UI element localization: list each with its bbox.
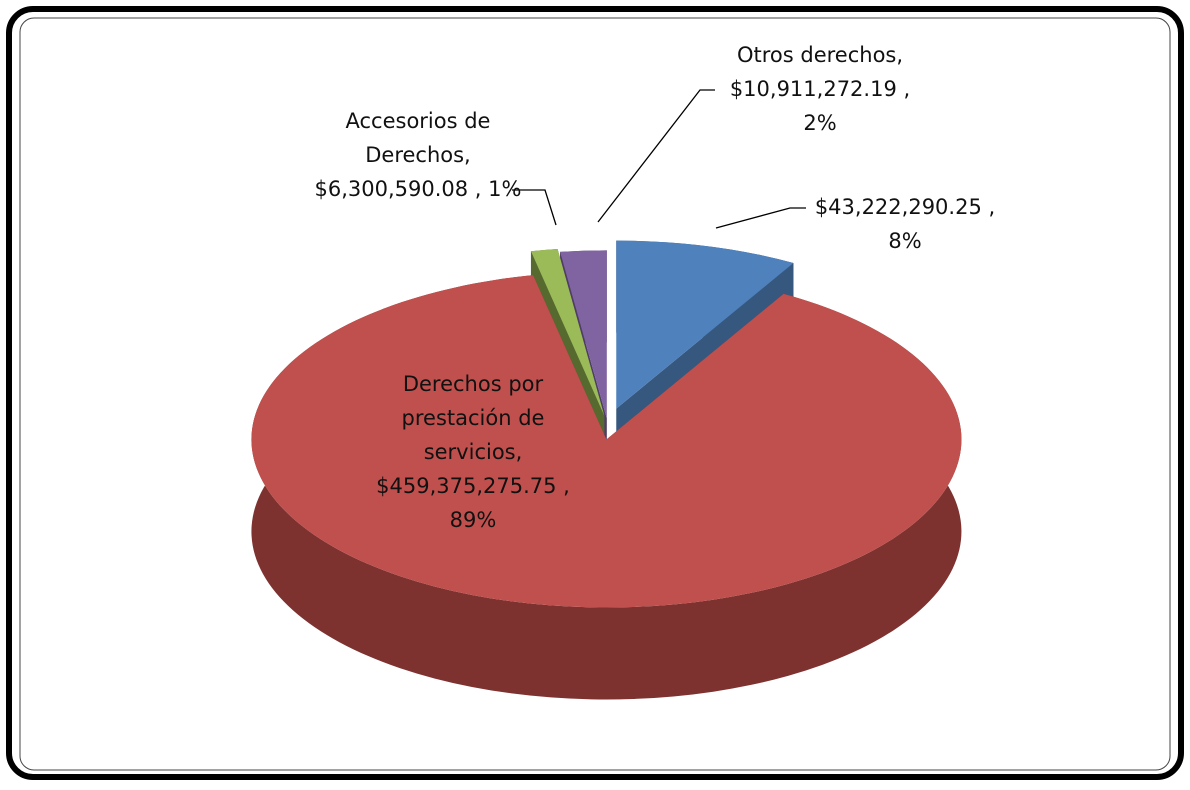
slice <box>530 249 605 416</box>
slice <box>251 275 962 608</box>
data-label: 89% <box>450 508 497 532</box>
data-label: 2% <box>803 111 836 135</box>
data-label: $43,222,290.25 , <box>815 195 995 219</box>
data-label: Derechos, <box>365 143 471 167</box>
labels: $43,222,290.25 , 8% Derechos por prestación… <box>315 43 996 532</box>
inner-frame <box>19 17 1171 771</box>
data-label: Derechos por <box>403 372 544 396</box>
data-label: 8% <box>888 229 921 253</box>
data-label: servicios, <box>424 440 523 464</box>
leader-line <box>715 207 806 229</box>
slice <box>616 240 794 409</box>
data-label: $459,375,275.75 , <box>376 474 570 498</box>
pie <box>251 240 962 700</box>
data-label: Otros derechos, <box>737 43 903 67</box>
data-label: prestación de <box>402 406 545 430</box>
data-label: $6,300,590.08 , 1% <box>315 177 522 201</box>
slice <box>251 275 962 700</box>
leader-line <box>597 89 715 223</box>
data-label: Accesorios de <box>346 109 491 133</box>
slice <box>560 250 607 419</box>
data-label: $10,911,272.19 , <box>730 77 910 101</box>
leader-line <box>512 189 557 226</box>
